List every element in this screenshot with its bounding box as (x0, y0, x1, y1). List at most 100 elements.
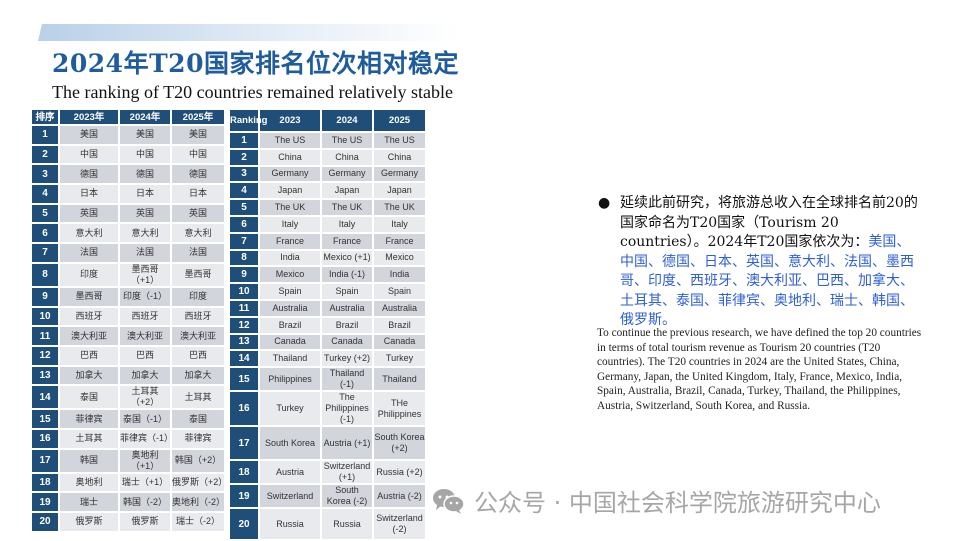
country-cell: 俄罗斯 (60, 513, 118, 531)
country-cell: 西班牙 (120, 307, 170, 326)
table-row: 5 英国 英国 英国 (32, 204, 224, 223)
country-cell: South Korea (-2) (322, 485, 372, 508)
country-cell: South Korea (260, 427, 320, 460)
country-cell: 美国 (60, 126, 118, 144)
country-cell: China (374, 149, 425, 165)
country-cell: Germany (322, 166, 372, 182)
table-row: 1 The US The US The US (230, 133, 425, 148)
country-cell: India (374, 267, 425, 283)
table-row: 14 Thailand Turkey (+2) Turkey (230, 351, 425, 367)
table-row: 2 China China China (230, 149, 425, 165)
country-cell: Turkey (374, 351, 425, 367)
rank-cell: 18 (32, 473, 58, 492)
country-cell: Russia (322, 509, 372, 540)
rank-cell: 13 (32, 366, 58, 385)
country-cell: 瑞士 (60, 493, 118, 511)
country-cell: 印度 (60, 263, 118, 286)
rank-cell: 14 (230, 351, 258, 367)
country-cell: Italy (374, 216, 425, 232)
table-row: 11 Australia Australia Australia (230, 300, 425, 316)
country-cell: 巴西 (120, 346, 170, 365)
country-cell: 德国 (120, 165, 170, 184)
table-row: 14 泰国 土耳其（+2） 土耳其 (32, 386, 224, 409)
country-cell: 加拿大 (120, 366, 170, 385)
column-header: 排序 (32, 110, 58, 124)
watermark: 公众号 · 中国社会科学院旅游研究中心 (432, 483, 881, 518)
rank-cell: 2 (230, 149, 258, 165)
country-cell: France (374, 233, 425, 249)
table-row: 17 South Korea Austria (+1) South Korea (+2… (230, 427, 425, 460)
table-row: 2 中国 中国 中国 (32, 145, 224, 164)
watermark-text: 公众号 · 中国社会科学院旅游研究中心 (474, 489, 881, 517)
country-cell: Austria (+1) (322, 427, 372, 460)
table-row: 4 日本 日本 日本 (32, 185, 224, 203)
country-cell: Japan (260, 183, 320, 199)
table-row: 20 俄罗斯 俄罗斯 瑞士（-2） (32, 513, 224, 531)
table-row: 10 西班牙 西班牙 西班牙 (32, 307, 224, 326)
country-cell: 中国 (172, 145, 224, 164)
country-cell: The US (322, 133, 372, 148)
page-subtitle: The ranking of T20 countries remained re… (52, 82, 454, 102)
country-cell: Switzerland (260, 485, 320, 508)
country-cell: 土耳其 (172, 386, 224, 409)
rank-cell: 6 (230, 216, 258, 232)
rank-cell: 12 (32, 346, 58, 365)
table-row: 19 Switzerland South Korea (-2) Austria (-2… (230, 485, 425, 508)
country-cell: 中国 (120, 145, 170, 164)
country-cell: Russia (+2) (374, 461, 425, 484)
rank-cell: 14 (32, 386, 58, 409)
column-header: 2024 (322, 110, 372, 131)
column-header: 2025 (374, 110, 425, 131)
country-cell: 奥地利（-2） (172, 493, 225, 511)
country-cell: 意大利 (60, 224, 118, 243)
country-cell: Australia (374, 300, 425, 316)
country-cell: 西班牙 (172, 307, 224, 326)
country-cell: Spain (374, 284, 425, 299)
country-cell: Thailand (-1) (322, 368, 372, 391)
country-cell: Canada (260, 334, 320, 350)
rank-cell: 20 (230, 509, 258, 540)
table-row: 13 加拿大 加拿大 加拿大 (32, 366, 224, 385)
column-header: 2024年 (120, 110, 170, 124)
rank-cell: 19 (230, 485, 258, 508)
country-cell: Switzerland (-2) (374, 509, 425, 540)
rank-cell: 17 (230, 427, 258, 460)
country-cell: 美国 (120, 126, 170, 144)
rank-cell: 5 (32, 204, 58, 223)
description-en: To continue the previous research, we ha… (597, 327, 922, 412)
country-cell: Brazil (374, 317, 425, 333)
country-cell: Thailand (260, 351, 320, 367)
country-cell: France (322, 233, 372, 249)
country-cell: 瑞士（+1） (120, 473, 170, 492)
country-cell: 意大利 (120, 224, 170, 243)
country-cell: The US (374, 133, 425, 148)
page-title: 2024年T20国家排名位次相对稳定 (52, 49, 459, 78)
table-row: 16 Turkey The Philippines (-1) THe Philippi… (230, 392, 425, 426)
country-cell: Spain (322, 284, 372, 299)
country-cell: 奥地利（+1） (120, 449, 170, 472)
country-cell: Australia (260, 300, 320, 316)
country-cell: Canada (374, 334, 425, 350)
column-header: 2023年 (60, 110, 118, 124)
rank-cell: 13 (230, 334, 258, 350)
rank-cell: 1 (230, 133, 258, 148)
rank-cell: 17 (32, 449, 58, 472)
country-cell: Japan (322, 183, 372, 199)
table-row: 18 Austria Switzerland (+1) Russia (+2) (230, 461, 425, 484)
ranking-table-english: Ranking 2023 2024 2025 1 The US The US The US 2… (228, 108, 427, 541)
country-cell: 澳大利亚 (120, 327, 170, 345)
country-cell: Austria (260, 461, 320, 484)
rank-cell: 11 (32, 327, 58, 345)
rank-cell: 16 (32, 429, 58, 448)
country-cell: Mexico (374, 250, 425, 266)
table-row: 7 法国 法国 法国 (32, 244, 224, 262)
rank-cell: 10 (230, 284, 258, 299)
country-cell: The UK (322, 200, 372, 215)
table-row: 15 菲律宾 泰国（-1） 泰国 (32, 410, 224, 428)
country-cell: 意大利 (172, 224, 224, 243)
country-cell: 法国 (120, 244, 170, 262)
country-cell: 泰国 (172, 410, 224, 428)
table-header-row: Ranking 2023 2024 2025 (230, 110, 425, 131)
table-row: 7 France France France (230, 233, 425, 249)
description-cn: 延续此前研究，将旅游总收入在全球排名前20的国家命名为T20国家（Tourism… (620, 194, 918, 331)
